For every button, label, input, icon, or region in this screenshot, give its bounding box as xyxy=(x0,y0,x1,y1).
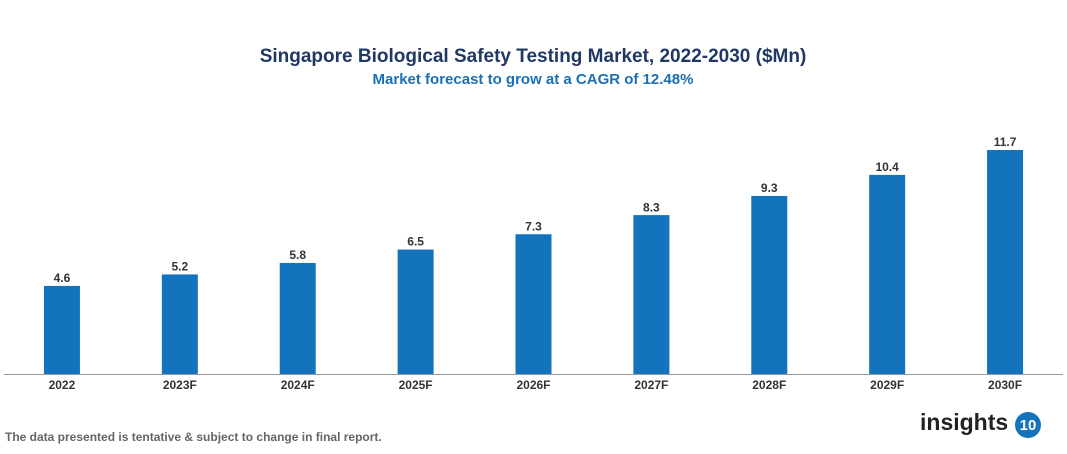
bar xyxy=(279,262,316,374)
x-tick-label: 2023F xyxy=(163,378,197,392)
x-tick-label: 2030F xyxy=(988,378,1022,392)
logo-badge-circle xyxy=(1015,412,1041,438)
x-tick-label: 2026F xyxy=(516,378,550,392)
bar xyxy=(161,274,198,374)
value-label: 6.5 xyxy=(407,235,424,249)
bar xyxy=(869,174,906,374)
bar xyxy=(515,234,552,374)
chart-title: Singapore Biological Safety Testing Mark… xyxy=(260,46,807,67)
logo-text: insights xyxy=(920,409,1008,435)
x-tick-label: 2029F xyxy=(870,378,904,392)
bar xyxy=(751,195,788,374)
value-label: 5.2 xyxy=(171,260,188,274)
value-label: 10.4 xyxy=(875,160,899,174)
value-label: 7.3 xyxy=(525,219,542,233)
chart-subtitle: Market forecast to grow at a CAGR of 12.… xyxy=(373,71,694,88)
bar xyxy=(43,285,80,374)
x-tick-label: 2028F xyxy=(752,378,786,392)
x-tick-label: 2027F xyxy=(634,378,668,392)
x-tick-label: 2022 xyxy=(49,378,76,392)
x-tick-label: 2025F xyxy=(399,378,433,392)
logo-badge: 10 xyxy=(1020,417,1037,434)
x-tick-label: 2024F xyxy=(281,378,315,392)
value-label: 4.6 xyxy=(54,271,71,285)
bar xyxy=(987,150,1024,374)
value-label: 8.3 xyxy=(643,200,660,214)
footer-note: The data presented is tentative & subjec… xyxy=(5,430,382,444)
value-label: 11.7 xyxy=(994,135,1017,149)
value-label: 5.8 xyxy=(289,248,306,262)
value-label: 9.3 xyxy=(761,181,778,195)
bar xyxy=(633,215,670,374)
bar xyxy=(397,249,434,374)
